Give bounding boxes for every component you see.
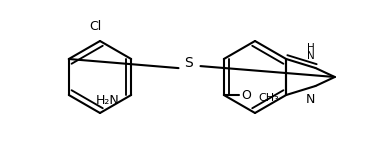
Text: S: S xyxy=(184,56,193,70)
Text: CH₃: CH₃ xyxy=(259,93,280,103)
Text: H
N: H N xyxy=(307,43,314,61)
Text: Cl: Cl xyxy=(89,20,101,33)
Text: H₂N: H₂N xyxy=(96,93,119,107)
Text: O: O xyxy=(241,89,251,101)
Text: N: N xyxy=(306,93,315,106)
